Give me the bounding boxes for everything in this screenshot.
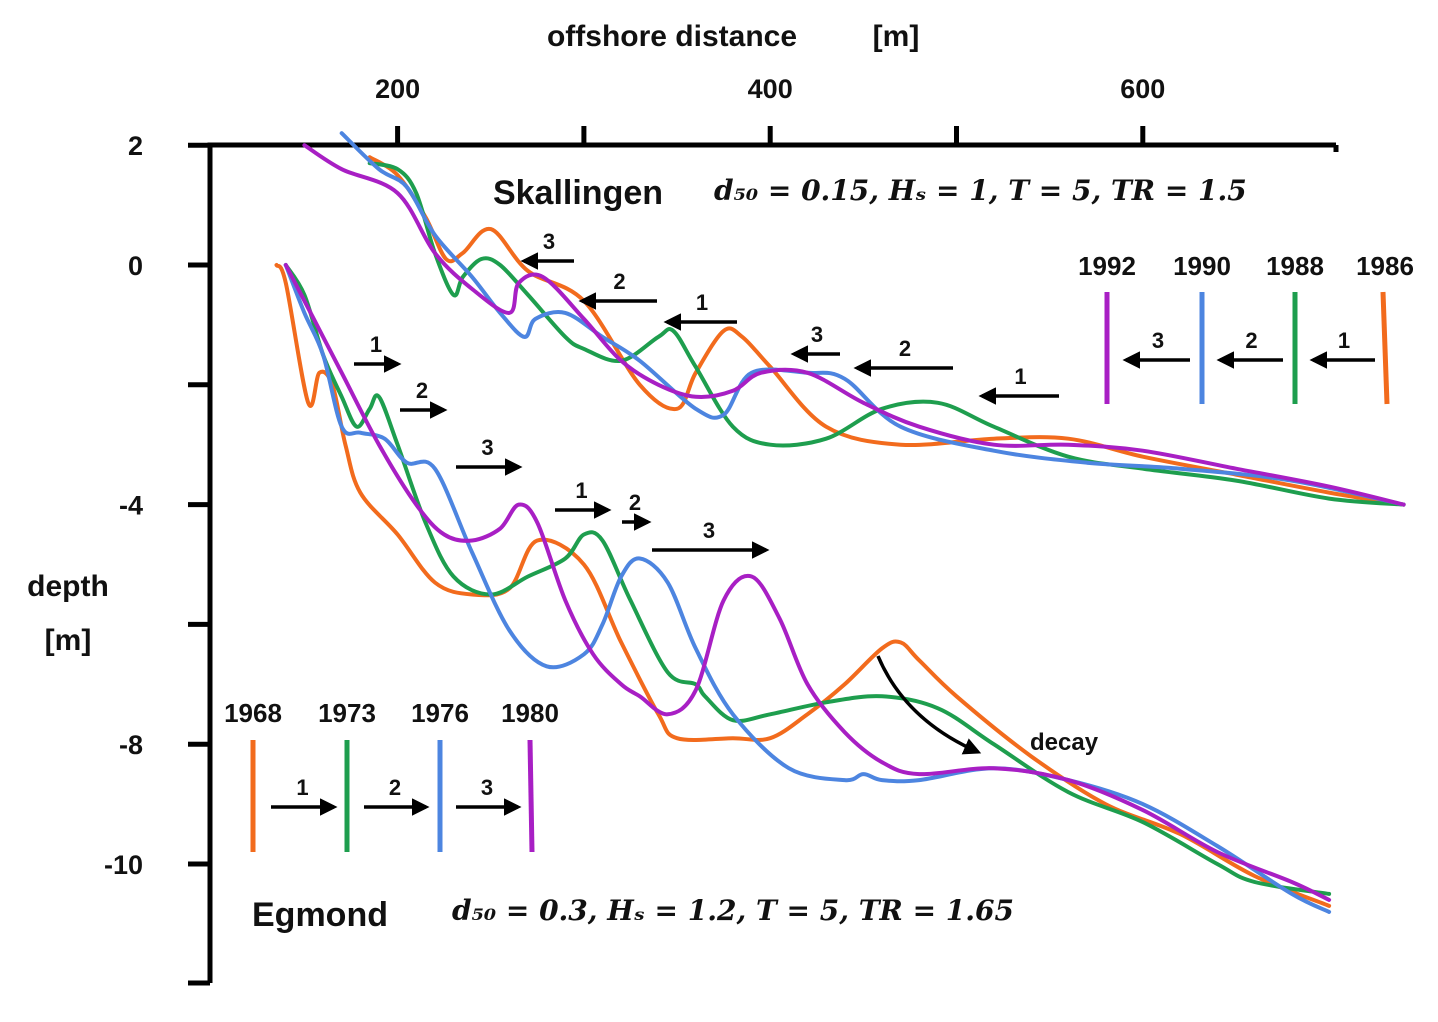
step-label-4: 3	[811, 322, 823, 347]
skallingen-profile-1990	[339, 131, 1406, 507]
legend-year-1968: 1968	[224, 698, 282, 728]
legend-step-1: 3	[1152, 328, 1164, 353]
legend-bar-1986	[1380, 291, 1390, 405]
y-axis-unit: [m]	[45, 624, 92, 657]
x-ticks: 200 400 600	[375, 74, 1165, 145]
skallingen-profile-1986	[367, 155, 1406, 507]
legend-bar-1980	[527, 739, 535, 853]
axes	[188, 142, 1339, 986]
step-label-6: 1	[1014, 364, 1026, 389]
egmond-profile-1980	[283, 263, 1332, 902]
legend-year-1986: 1986	[1356, 251, 1414, 281]
decay-label: decay	[1030, 729, 1099, 756]
step-label-5: 2	[899, 336, 911, 361]
step-label-10: 1	[575, 478, 587, 503]
profile-curves	[274, 131, 1406, 914]
y-tick-label-0: 0	[128, 251, 143, 281]
x-tick-label-400: 400	[748, 74, 793, 104]
legend-step-3: 1	[1338, 328, 1350, 353]
migration-arrows: 3 2 1 3 2 1 1 2 3 1 2 3	[354, 229, 1059, 559]
egmond-title: Egmond	[252, 896, 388, 934]
legend-year-1973: 1973	[318, 698, 376, 728]
x-axis-label: offshore distance	[547, 20, 797, 53]
legend-year-1976: 1976	[411, 698, 469, 728]
skallingen-profile-1992	[302, 143, 1406, 507]
egmond-params: d₅₀ = 0.3, Hₛ = 1.2, T = 5, TR = 1.65	[452, 894, 1014, 927]
skallingen-legend: 1992 1990 1988 1986 3 2 1	[1078, 251, 1414, 405]
x-tick-label-600: 600	[1120, 74, 1165, 104]
skallingen-profile-1988	[367, 161, 1406, 507]
y-tick-label-2: 2	[128, 131, 143, 161]
x-axis-unit: [m]	[873, 20, 920, 53]
step-label-8: 2	[416, 378, 428, 403]
step-label-2: 2	[613, 269, 625, 294]
y-tick-label--10: -10	[104, 850, 143, 880]
legend-step-2: 2	[1245, 328, 1257, 353]
step-label-1: 3	[543, 229, 555, 254]
x-tick-label-200: 200	[375, 74, 420, 104]
egmond-profile-1973	[283, 263, 1332, 896]
legend-step-3: 3	[481, 775, 493, 800]
legend-year-1980: 1980	[501, 698, 559, 728]
legend-year-1992: 1992	[1078, 251, 1136, 281]
y-tick-label--4: -4	[119, 491, 143, 521]
step-label-3: 1	[696, 290, 708, 315]
y-ticks: 2 0 -4 -8 -10	[104, 131, 210, 880]
step-label-9: 3	[481, 435, 493, 460]
legend-year-1990: 1990	[1173, 251, 1231, 281]
skallingen-title: Skallingen	[493, 174, 663, 212]
y-axis-label: depth	[27, 570, 109, 603]
step-label-11: 2	[629, 490, 641, 515]
y-tick-label--8: -8	[119, 730, 143, 760]
egmond-legend: 1968 1973 1976 1980 1 2 3	[224, 698, 559, 853]
skallingen-params: d₅₀ = 0.15, Hₛ = 1, T = 5, TR = 1.5	[714, 174, 1247, 207]
legend-step-2: 2	[389, 775, 401, 800]
step-label-12: 3	[703, 518, 715, 543]
step-label-7: 1	[370, 332, 382, 357]
axis-lines	[207, 142, 1336, 983]
decay-arrow	[876, 655, 982, 755]
legend-step-1: 1	[296, 775, 308, 800]
legend-year-1988: 1988	[1266, 251, 1324, 281]
